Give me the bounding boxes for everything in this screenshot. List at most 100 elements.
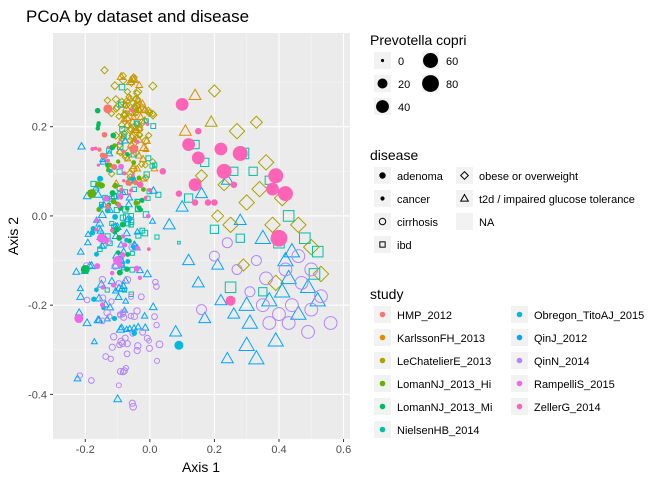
data-point [103,314,112,322]
data-point [183,193,194,203]
data-point [129,250,135,256]
x-tick-label: 0.6 [336,444,351,456]
legend-disease-key [374,213,391,230]
data-point [117,323,126,331]
data-point [175,199,189,212]
legend-size-label: 60 [446,56,458,68]
data-point [125,180,132,186]
data-point [127,215,133,222]
legend-size-label: 40 [398,102,410,114]
data-point [130,323,139,331]
data-point [139,174,148,182]
legend-disease-key [374,236,391,253]
legend-study-label: LomanNJ_2013_Hi [397,379,491,391]
data-point [146,247,151,251]
legend-size-dot [422,75,439,92]
data-point [130,108,135,113]
data-point [115,280,123,287]
data-point [104,203,111,210]
data-point [282,210,295,222]
x-tick-label: 0.0 [142,444,157,456]
data-point [107,355,114,362]
legend-study-label: RampelliS_2015 [534,379,615,391]
data-point [111,231,121,240]
x-axis: -0.2 0.0 0.2 0.4 0.6 [76,439,351,456]
data-point [133,307,141,315]
y-tick-label: -0.2 [28,300,47,312]
data-point [114,292,123,300]
data-point [129,144,139,154]
data-point [116,269,123,276]
data-point [110,81,120,91]
data-point [71,267,81,275]
data-point [103,96,112,105]
plot-panel [53,33,350,440]
data-point [135,245,141,251]
data-point [126,124,135,133]
legend-disease-label: adenoma [397,171,444,183]
data-point [135,121,144,128]
data-point [117,284,127,292]
data-point [91,296,97,302]
data-point [233,213,248,225]
legend-disease-symbol [459,170,470,181]
data-point [116,168,123,175]
data-point [299,232,311,245]
data-point [115,324,126,333]
data-point [244,286,256,298]
data-point [208,250,220,262]
data-point [109,221,115,226]
data-point [162,217,177,230]
data-point [175,190,183,197]
data-point [123,350,131,358]
data-point [175,97,189,111]
data-point [123,87,132,96]
data-point [116,141,121,145]
legend-size-label: 0 [398,56,404,68]
data-point [257,153,275,171]
legend-size-title: Prevotella copri [370,32,467,48]
data-point [258,287,268,297]
data-point [122,325,131,332]
data-point [141,187,146,192]
data-point [106,145,110,149]
data-point [255,298,270,313]
data-point [76,372,83,379]
legend-study-label: QinN_2014 [534,356,590,368]
data-point [217,177,231,192]
data-point [111,315,118,321]
data-point [197,311,212,324]
legend-disease-symbol [379,172,386,179]
data-point [272,307,286,321]
data-point [247,349,265,365]
data-point [204,199,212,206]
data-point [142,269,153,278]
data-point [140,105,150,114]
data-point [109,228,115,233]
data-point [77,141,87,150]
data-point [118,163,124,170]
data-point [249,115,264,129]
data-point [138,142,149,152]
data-point [251,180,269,198]
data-point [94,251,100,257]
data-point [131,160,137,165]
legend-study-dot [516,357,523,364]
data-point [103,195,110,202]
data-point [119,221,126,228]
data-point [96,233,106,243]
legend-study-dot [379,380,386,387]
data-point [122,179,126,183]
data-point [133,200,140,206]
data-point [100,65,109,75]
data-point [207,84,222,98]
data-point [304,262,319,277]
data-point [109,270,115,276]
data-point [152,278,159,286]
legend-study-dot [379,311,386,318]
data-point [178,123,193,136]
data-point [182,138,195,151]
data-point [302,238,320,256]
data-point [114,283,124,292]
